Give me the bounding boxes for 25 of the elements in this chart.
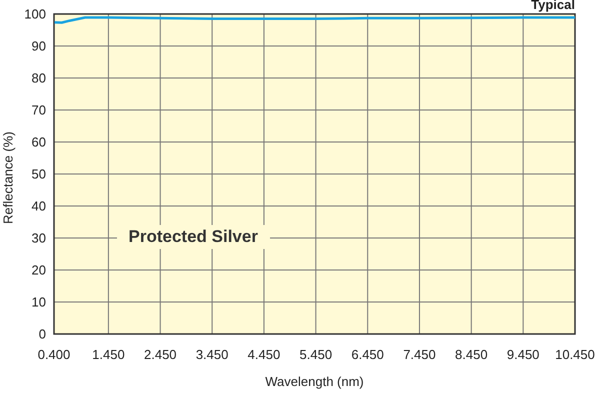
x-tick-label: 1.450	[92, 347, 125, 362]
y-tick-label: 70	[32, 102, 46, 118]
y-tick-label: 60	[32, 134, 46, 150]
y-tick-label: 90	[32, 38, 46, 54]
y-tick-label: 40	[32, 198, 46, 214]
x-tick-label: 9.450	[506, 347, 540, 362]
x-tick-label: 4.450	[248, 347, 280, 362]
x-tick-label: 2.450	[144, 347, 177, 362]
y-tick-label: 10	[32, 294, 46, 310]
x-tick-label: 0.400	[38, 347, 70, 362]
y-axis-title: Reflectance (%)	[0, 132, 16, 224]
y-tick-label: 100	[24, 6, 46, 22]
y-tick-label: 20	[32, 262, 46, 278]
x-tick-label: 8.450	[455, 347, 488, 362]
x-tick-label: 7.450	[403, 347, 436, 362]
x-tick-label: 3.450	[196, 347, 228, 362]
y-tick-label: 80	[32, 70, 46, 86]
x-tick-label: 6.450	[351, 347, 384, 362]
x-axis-title: Wavelength (nm)	[265, 374, 364, 389]
y-tick-label: 0	[38, 326, 46, 342]
y-tick-label: 30	[32, 230, 46, 246]
x-tick-label: 5.450	[300, 347, 332, 362]
text: Protected Silver	[116, 225, 270, 250]
x-tick-label: 10.450	[555, 347, 595, 362]
y-tick-label: 50	[32, 166, 46, 182]
